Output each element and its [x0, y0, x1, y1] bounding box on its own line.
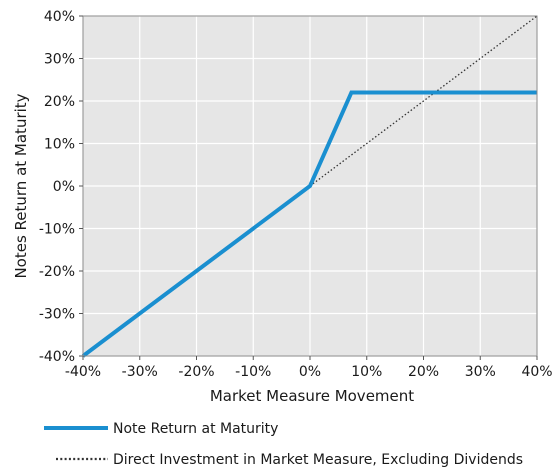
x-tick-label: -20%: [178, 364, 214, 380]
legend-label: Direct Investment in Market Measure, Exc…: [113, 452, 523, 468]
x-axis-title: Market Measure Movement: [210, 387, 414, 405]
legend: Note Return at Maturity Direct Investment…: [44, 421, 523, 468]
x-tick-label: -30%: [122, 364, 158, 380]
x-tick-label: 0%: [299, 364, 321, 380]
legend-label: Note Return at Maturity: [113, 421, 278, 437]
x-tick-label: 20%: [408, 364, 439, 380]
y-tick-label: -40%: [39, 349, 75, 365]
y-tick-label: 40%: [44, 9, 75, 25]
y-tick-label: -30%: [39, 307, 75, 323]
x-tick-label: 10%: [351, 364, 382, 380]
y-tick-label: -10%: [39, 222, 75, 238]
y-tick-label: 0%: [53, 179, 75, 195]
y-tick-label: 20%: [44, 94, 75, 110]
y-tick-label: 30%: [44, 52, 75, 68]
x-tick-label: -10%: [235, 364, 271, 380]
x-tick-label: 30%: [465, 364, 496, 380]
x-tick-label: -40%: [65, 364, 101, 380]
x-tick-label: 40%: [521, 364, 552, 380]
y-tick-label: -20%: [39, 264, 75, 280]
y-tick-label: 10%: [44, 137, 75, 153]
y-axis-title: Notes Return at Maturity: [12, 93, 30, 278]
